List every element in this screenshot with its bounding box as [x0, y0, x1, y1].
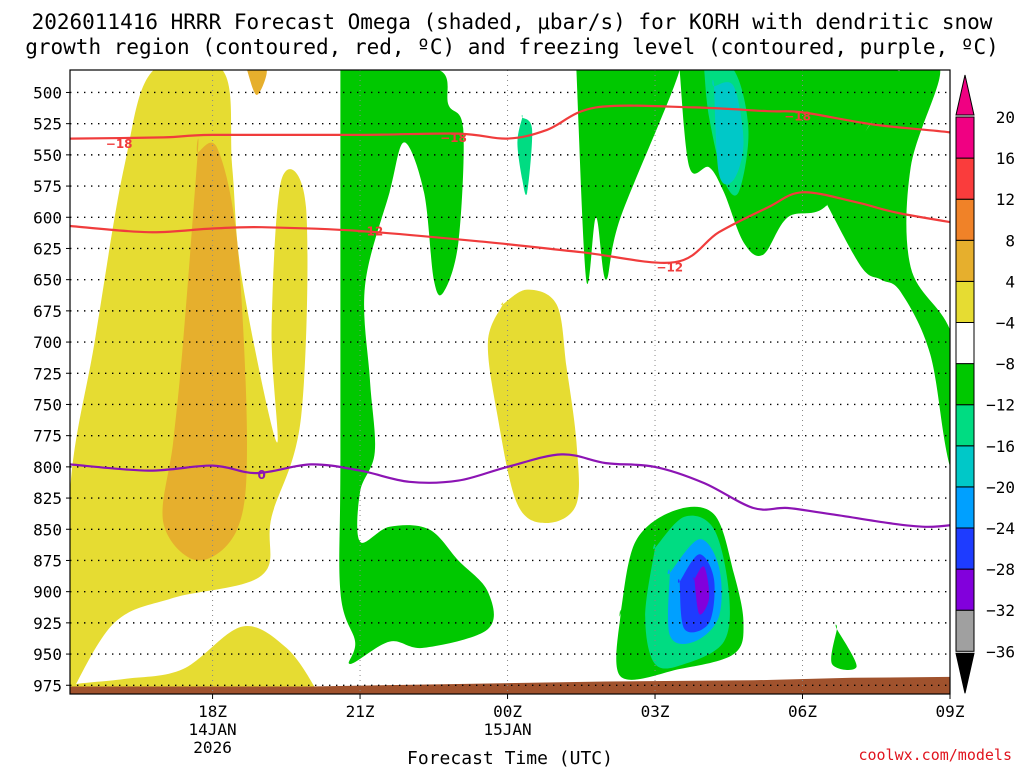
omega-region-10 [831, 624, 857, 670]
colorbar-box [955, 280, 975, 323]
plot-area: −18 −18 −18 −12 −12 0 [70, 70, 950, 694]
y-tick-label: 825 [33, 489, 62, 508]
colorbar-box [955, 445, 975, 488]
contour-label: −18 [440, 131, 467, 145]
y-tick-label: 525 [33, 115, 62, 134]
colorbar-box [955, 239, 975, 282]
omega-region-1 [162, 138, 247, 561]
colorbar-label: −28 [986, 560, 1015, 579]
x-tick-label: 09Z [936, 702, 965, 721]
y-tick-label: 675 [33, 302, 62, 321]
x-tick-label: 06Z [788, 702, 817, 721]
y-tick-label: 725 [33, 364, 62, 383]
colorbar-label: −16 [986, 437, 1015, 456]
y-tick-label: 750 [33, 395, 62, 414]
x-tick-label: 00Z [493, 702, 522, 721]
y-tick-label: 575 [33, 177, 62, 196]
colorbar-label: 16 [996, 149, 1015, 168]
contour-label: −18 [784, 110, 811, 124]
colorbar-box [955, 198, 975, 241]
colorbar: −36 −32 −28 −24 −20 −16 −12 −8 −4 4 8 12 16 20 [955, 74, 1015, 694]
colorbar-top-arrow [955, 74, 975, 116]
x-axis-title: Forecast Time (UTC) [407, 748, 613, 768]
y-tick-label: 600 [33, 208, 62, 227]
y-tick-label: 800 [33, 458, 62, 477]
contour-label: −18 [106, 137, 133, 151]
colorbar-label: −20 [986, 478, 1015, 497]
colorbar-label: −4 [996, 314, 1015, 333]
omega-region-5 [339, 70, 494, 664]
y-tick-label: 950 [33, 645, 62, 664]
colorbar-box [955, 404, 975, 447]
chart-title-line1: 2026011416 HRRR Forecast Omega (shaded, … [32, 10, 993, 34]
omega-region-14 [712, 79, 744, 185]
contour-line-m18 [70, 104, 950, 140]
colorbar-box [955, 568, 975, 611]
colorbar-label: 20 [996, 108, 1015, 127]
y-tick-label: 900 [33, 583, 62, 602]
omega-region-4 [487, 289, 579, 523]
omega-region-8 [823, 70, 950, 467]
colorbar-box [955, 363, 975, 406]
colorbar-box [955, 527, 975, 570]
contour-label: −12 [357, 224, 384, 238]
chart-title-line2: growth region (contoured, red, ºC) and f… [25, 35, 999, 59]
plot-frame [69, 69, 951, 695]
colorbar-label: 8 [1005, 231, 1015, 250]
y-axis: 500 525 550 575 600 625 650 675 700 725 750 775 800 8… [33, 83, 70, 695]
omega-shading [70, 70, 950, 694]
y-tick-label: 925 [33, 614, 62, 633]
x-tick-label: 14JAN [188, 720, 236, 739]
y-tick-label: 550 [33, 146, 62, 165]
omega-region-17 [693, 566, 710, 615]
colorbar-box [955, 322, 975, 365]
x-tick-label: 18Z [198, 702, 227, 721]
contour-label: 0 [258, 468, 266, 482]
x-tick-label: 21Z [346, 702, 375, 721]
temperature-contours: −18 −18 −18 −12 −12 0 [70, 104, 950, 528]
colorbar-label: −32 [986, 601, 1015, 620]
colorbar-label: −36 [986, 642, 1015, 661]
colorbar-box [955, 609, 975, 652]
contour-line-m12 [70, 191, 950, 264]
y-tick-label: 775 [33, 427, 62, 446]
y-tick-label: 650 [33, 271, 62, 290]
y-tick-label: 625 [33, 239, 62, 258]
y-tick-label: 875 [33, 551, 62, 570]
y-tick-label: 850 [33, 520, 62, 539]
colorbar-box [955, 157, 975, 200]
y-tick-label: 700 [33, 333, 62, 352]
colorbar-label: −24 [986, 519, 1015, 538]
x-tick-label: 03Z [641, 702, 670, 721]
colorbar-box [955, 116, 975, 159]
x-tick-label: 2026 [193, 738, 232, 757]
y-tick-label: 500 [33, 83, 62, 102]
contour-label: −12 [656, 261, 683, 275]
colorbar-bottom-arrow [955, 652, 975, 694]
colorbar-label: −12 [986, 396, 1015, 415]
x-tick-label: 15JAN [483, 720, 531, 739]
contour-line-0 [70, 453, 950, 528]
terrain-ground [70, 676, 950, 694]
gridlines [70, 70, 950, 694]
omega-region-3 [70, 626, 328, 694]
colorbar-label: −8 [996, 355, 1015, 374]
source-credit[interactable]: coolwx.com/models [858, 746, 1012, 764]
colorbar-label: 4 [1005, 272, 1015, 291]
omega-region-2 [247, 70, 267, 95]
y-tick-label: 975 [33, 676, 62, 695]
colorbar-box [955, 486, 975, 529]
colorbar-label: 12 [996, 190, 1015, 209]
